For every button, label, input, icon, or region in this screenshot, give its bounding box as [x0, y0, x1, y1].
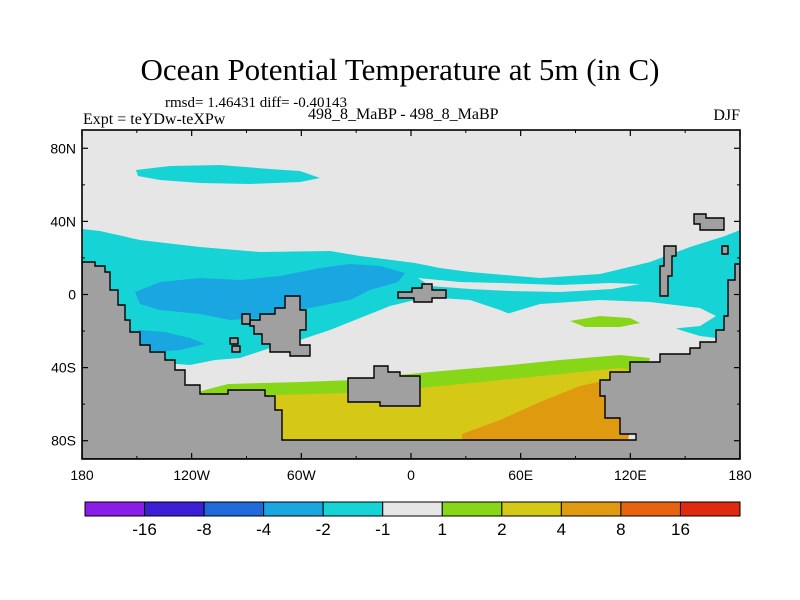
x-tick-label: 180 [728, 467, 752, 483]
colorbar-label: 16 [671, 520, 690, 539]
colorbar-swatch [203, 501, 265, 517]
region-minus-2-to-4b [138, 330, 205, 352]
chart-title: Ocean Potential Temperature at 5m (in C) [140, 52, 660, 87]
x-tick-label: 60E [508, 467, 533, 483]
colorbar-swatch [84, 501, 146, 517]
colorbar-swatch [144, 501, 205, 517]
x-tick-label: 0 [407, 467, 415, 483]
colorbar-swatch [560, 501, 622, 517]
stats-label: rmsd= 1.46431 diff= -0.40143 [165, 95, 348, 111]
colorbar-label: 8 [616, 520, 625, 539]
colorbar-label: 1 [438, 520, 447, 539]
land-island-f [241, 313, 251, 325]
land-island-d [659, 245, 677, 297]
colorbar-label: 2 [497, 520, 506, 539]
y-tick-label: 40N [50, 213, 76, 229]
y-tick-label: 0 [68, 287, 76, 303]
colorbar-label: -4 [256, 520, 271, 539]
region-plus-4-to-8 [462, 380, 632, 440]
colorbar-swatch [441, 501, 503, 517]
colorbar-swatch [382, 501, 443, 517]
land-island-i [721, 245, 729, 255]
season-label: DJF [713, 107, 740, 124]
land-island-g [229, 337, 239, 345]
axes-group: 180 120W 60W 0 60E 120E 180 80N 40N 0 40S 80S [50, 130, 752, 483]
x-tick-label: 120E [614, 467, 647, 483]
colorbar-label: -1 [375, 520, 390, 539]
land-island-a [249, 295, 311, 357]
land-western-continent [82, 261, 740, 459]
x-tick-label: 180 [70, 467, 94, 483]
colorbar-group: -16 -8 -4 -2 -1 1 2 4 8 16 [84, 501, 741, 539]
y-tick-label: 80N [50, 140, 76, 156]
land-island-e [693, 213, 725, 231]
land-island-h [231, 345, 241, 353]
colorbar-swatch [501, 501, 562, 517]
run-label: 498_8_MaBP - 498_8_MaBP [308, 106, 499, 123]
colorbar-label: 4 [557, 520, 566, 539]
x-tick-label: 60W [287, 467, 317, 483]
colorbar-label: -16 [132, 520, 157, 539]
colorbar-swatch [263, 501, 324, 517]
colorbar-swatch [322, 501, 384, 517]
x-tick-label: 120W [173, 467, 210, 483]
colorbar-swatch [620, 501, 681, 517]
experiment-label: Expt = teYDw-teXPw [83, 111, 226, 128]
colorbar-label: -8 [197, 520, 212, 539]
colorbar-label: -2 [316, 520, 331, 539]
region-minus-2-to-4 [135, 264, 405, 320]
region-northern-cyan [136, 165, 320, 184]
region-neutral-tongue [418, 278, 640, 292]
land-island-c [397, 283, 447, 303]
colorbar-swatch [679, 501, 741, 517]
region-plus-1-to-2-patch [570, 316, 640, 327]
land-island-b [347, 365, 421, 407]
y-tick-label: 80S [51, 433, 76, 449]
y-tick-label: 40S [51, 360, 76, 376]
